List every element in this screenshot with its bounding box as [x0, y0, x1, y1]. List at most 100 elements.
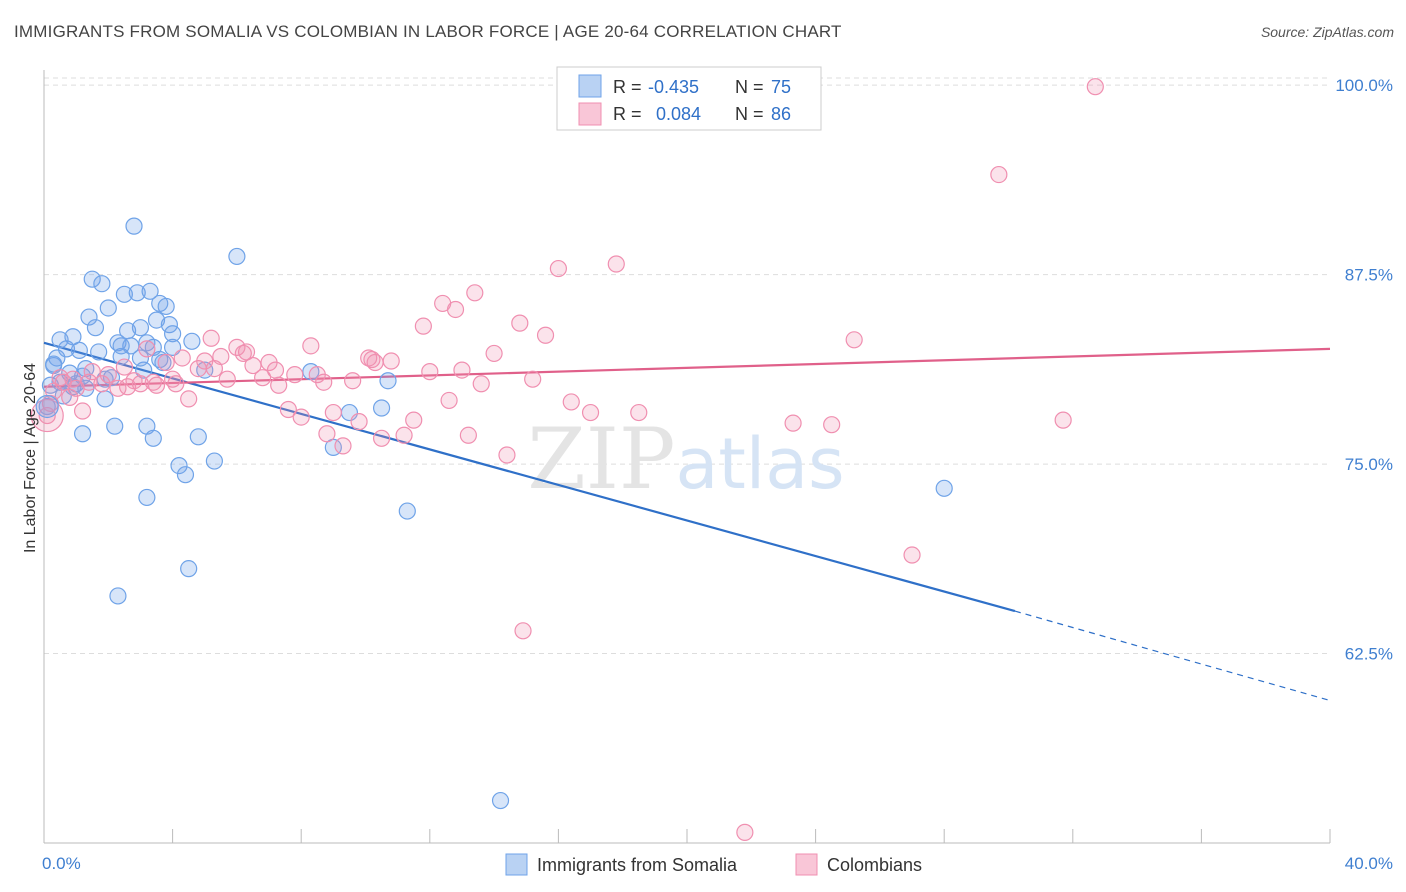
colombian-point-43	[382, 352, 400, 370]
colombian-point-69	[990, 165, 1008, 184]
somalia-point-16	[90, 343, 108, 361]
colombian-point-72	[514, 622, 532, 640]
colombian-point-10	[115, 358, 133, 376]
colombian-point-14	[147, 376, 166, 394]
trend-lines	[43, 341, 1331, 702]
bottom-legend-swatch-somalia	[505, 853, 528, 876]
colombian-point-36	[324, 403, 342, 422]
colombian-point-76	[64, 370, 82, 388]
colombian-point-7	[93, 375, 111, 393]
somalia-point-45	[205, 452, 223, 470]
colombian-point-5	[73, 402, 92, 420]
legend-n-label-1: N =	[735, 104, 764, 124]
colombian-point-38	[344, 372, 362, 390]
somalia-point-17	[93, 275, 111, 293]
somalia-point-18	[96, 390, 114, 408]
somalia-trend-extension	[1014, 610, 1331, 702]
somalia-point-21	[106, 417, 124, 435]
watermark-atlas: atlas	[675, 423, 844, 505]
colombian-point-57	[511, 314, 529, 332]
colombian-point-65	[784, 414, 802, 432]
somalia-point-27	[125, 217, 143, 235]
legend-swatch-somalia	[578, 74, 602, 98]
colombian-point-81	[205, 359, 223, 378]
colombian-point-13	[138, 340, 156, 358]
colombian-point-70	[1054, 411, 1072, 429]
colombian-point-58	[524, 370, 542, 388]
colombian-point-78	[118, 378, 137, 396]
somalia-point-37	[157, 297, 175, 316]
colombian-point-6	[83, 363, 101, 381]
colombian-point-23	[218, 370, 236, 388]
colombian-point-32	[292, 408, 310, 426]
somalia-point-51	[379, 372, 397, 390]
legend-swatch-colombian	[578, 102, 602, 126]
somalia-point-38	[160, 316, 178, 334]
somalia-point-40	[170, 456, 188, 475]
somalia-point-24	[115, 285, 133, 303]
somalia-point-54	[935, 479, 953, 497]
somalia-point-42	[183, 332, 201, 350]
y-tick-label-3: 100.0%	[1335, 76, 1393, 95]
colombian-point-50	[446, 300, 465, 319]
somalia-point-4	[51, 331, 69, 349]
x-tick-label-0: 0.0%	[42, 854, 81, 873]
colombian-point-77	[80, 373, 98, 391]
chart-source: Source: ZipAtlas.com	[1260, 24, 1394, 40]
data-points	[30, 78, 1104, 841]
somalia-point-69	[164, 325, 182, 343]
colombian-point-83	[266, 361, 285, 379]
somalia-point-15	[86, 319, 105, 337]
colombian-point-55	[485, 344, 503, 363]
colombian-point-79	[144, 373, 162, 391]
colombian-point-71	[1086, 78, 1104, 96]
colombian-point-73	[736, 823, 754, 841]
legend-n-value-1: 86	[771, 104, 791, 124]
y-axis-title: In Labor Force | Age 20-64	[22, 363, 39, 553]
somalia-point-19	[99, 299, 117, 317]
colombian-point-52	[459, 426, 477, 444]
colombian-point-42	[372, 429, 391, 447]
somalia-point-58	[109, 587, 127, 605]
colombian-point-85	[363, 350, 381, 369]
colombian-point-24	[228, 338, 246, 356]
colombian-point-60	[549, 259, 568, 278]
colombian-point-51	[453, 361, 471, 379]
legend-box: R = -0.435 N = 75 R = 0.084 N = 86	[556, 66, 822, 131]
legend-n-value-0: 75	[771, 77, 791, 97]
legend-n-label-0: N =	[735, 77, 764, 97]
colombian-point-29	[270, 376, 288, 394]
watermark-zip: ZIP	[527, 410, 675, 508]
somalia-point-43	[189, 428, 207, 446]
colombian-point-large	[30, 398, 64, 433]
colombian-point-21	[202, 329, 220, 347]
colombian-point-49	[440, 391, 458, 410]
somalia-point-22	[109, 334, 127, 352]
somalia-point-14	[83, 270, 101, 288]
colombian-point-53	[466, 284, 484, 302]
legend-r-label-0: R =	[613, 77, 642, 97]
y-tick-label-0: 62.5%	[1345, 645, 1393, 664]
somalia-point-26	[122, 337, 140, 355]
somalia-point-56	[144, 429, 162, 447]
somalia-point-59	[138, 488, 156, 507]
colombian-trend-line	[43, 347, 1331, 388]
colombian-point-84	[315, 373, 333, 391]
somalia-point-20	[102, 369, 121, 387]
colombian-point-61	[562, 393, 580, 411]
colombian-point-33	[302, 337, 320, 355]
somalia-point-46	[228, 247, 246, 266]
somalia-point-0	[38, 397, 56, 416]
colombian-point-67	[845, 331, 863, 349]
bottom-legend-label-somalia: Immigrants from Somalia	[537, 855, 738, 875]
colombian-point-39	[350, 413, 368, 431]
somalia-point-28	[128, 284, 146, 302]
somalia-point-29	[131, 319, 150, 337]
colombian-point-30	[279, 400, 297, 419]
colombian-point-35	[318, 425, 336, 443]
colombian-point-82	[237, 343, 256, 361]
colombian-point-15	[157, 353, 175, 372]
colombian-point-45	[405, 411, 423, 429]
colombian-point-80	[167, 375, 185, 393]
colombian-point-18	[180, 390, 198, 408]
